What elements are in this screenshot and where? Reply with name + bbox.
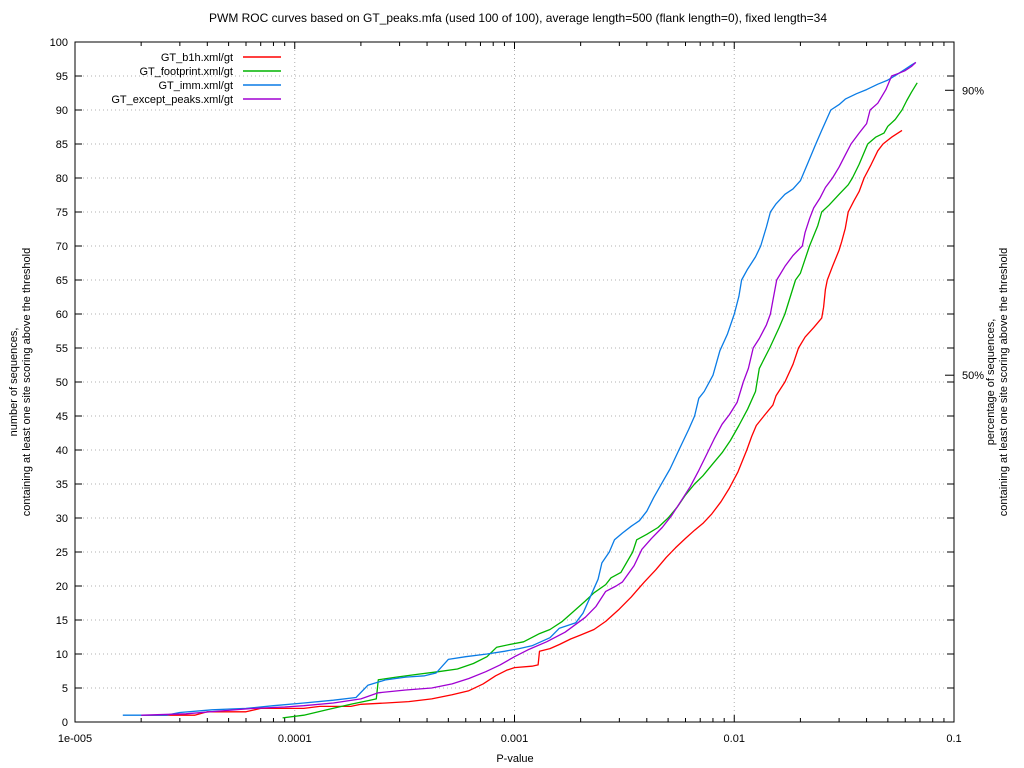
y2-tick-label: 50% (962, 370, 984, 382)
x-axis-label: P-value (496, 753, 533, 765)
y-tick-label: 65 (56, 275, 68, 287)
y-tick-label: 45 (56, 411, 68, 423)
y2-tick-label: 90% (962, 85, 984, 97)
y-tick-label: 80 (56, 173, 68, 185)
axes: 0 5 10 15 20 25 30 35 40 45 50 55 60 65 70 75 80 85 90 95 10… (50, 37, 985, 745)
series-line-gt-except-peaks-xml-gt (141, 61, 917, 716)
series-line-gt-b1h-xml-gt (141, 129, 903, 716)
y-tick-label: 10 (56, 649, 68, 661)
legend-label: GT_footprint.xml/gt (139, 66, 233, 78)
y-tick-label: 35 (56, 479, 68, 491)
gridlines (75, 42, 954, 722)
y-tick-label: 0 (62, 717, 68, 729)
legend: GT_b1h.xml/gt GT_footprint.xml/gt GT_imm.x… (111, 52, 281, 106)
series-lines (122, 61, 918, 719)
x-tick-label: 0.0001 (278, 733, 312, 745)
y2-axis-label-line1: percentage of sequences, (985, 319, 997, 446)
y-tick-label: 75 (56, 207, 68, 219)
y-tick-label: 20 (56, 581, 68, 593)
y-tick-label: 90 (56, 105, 68, 117)
x-tick-label: 0.1 (946, 733, 961, 745)
y-tick-label: 30 (56, 513, 68, 525)
y-tick-label: 50 (56, 377, 68, 389)
legend-label: GT_except_peaks.xml/gt (111, 94, 233, 106)
series-line-gt-imm-xml-gt (122, 61, 917, 716)
y-tick-label: 15 (56, 615, 68, 627)
y-axis-label-line1: number of sequences, (8, 328, 20, 437)
x-tick-label: 0.001 (501, 733, 529, 745)
y-tick-label: 25 (56, 547, 68, 559)
y-tick-label: 85 (56, 139, 68, 151)
y-tick-label: 70 (56, 241, 68, 253)
y-tick-label: 60 (56, 309, 68, 321)
y-tick-label: 55 (56, 343, 68, 355)
chart-title: PWM ROC curves based on GT_peaks.mfa (us… (209, 11, 827, 25)
y-tick-label: 95 (56, 71, 68, 83)
y-tick-label: 40 (56, 445, 68, 457)
y2-axis-label-line2: containing at least one site scoring abo… (998, 248, 1010, 516)
y-axis-label-line2: containing at least one site scoring abo… (21, 248, 33, 516)
x-tick-label: 1e-005 (58, 733, 92, 745)
legend-label: GT_imm.xml/gt (158, 80, 233, 92)
y-tick-label: 5 (62, 683, 68, 695)
legend-label: GT_b1h.xml/gt (161, 52, 233, 64)
y-tick-label: 100 (50, 37, 68, 49)
x-tick-label: 0.01 (724, 733, 745, 745)
